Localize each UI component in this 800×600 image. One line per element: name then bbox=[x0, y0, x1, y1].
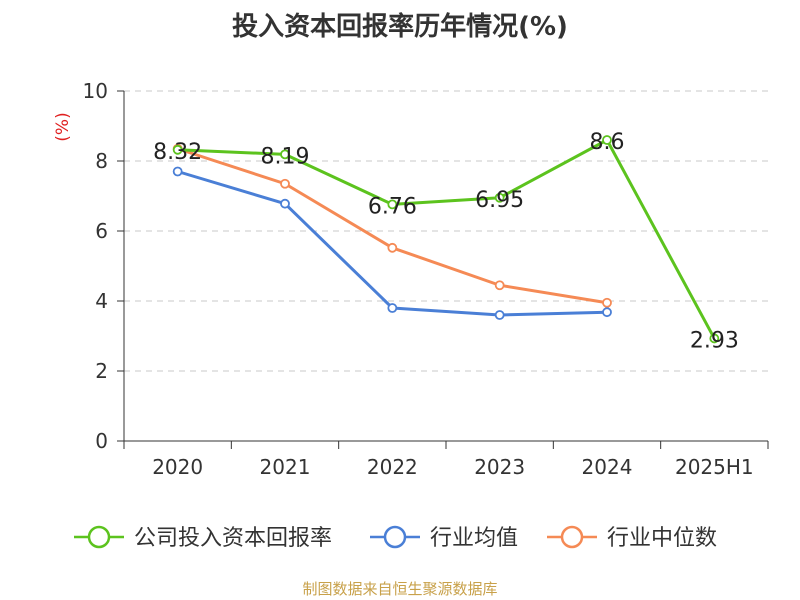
x-tick-label: 2024 bbox=[582, 455, 633, 479]
x-tick-label: 2023 bbox=[474, 455, 525, 479]
y-tick-label: 4 bbox=[95, 289, 108, 313]
y-tick-label: 0 bbox=[95, 429, 108, 453]
source-note: 制图数据来自恒生聚源数据库 bbox=[302, 580, 498, 598]
data-point bbox=[387, 199, 398, 210]
chart-title: 投入资本回报率历年情况(%) bbox=[232, 12, 568, 42]
legend-swatch-marker bbox=[383, 525, 407, 549]
data-point bbox=[172, 166, 183, 177]
data-point bbox=[280, 149, 290, 160]
y-axis-unit: (%) bbox=[53, 112, 73, 141]
data-point bbox=[602, 135, 612, 145]
legend-label: 公司投入资本回报率 bbox=[134, 526, 332, 551]
x-tick-label: 2020 bbox=[152, 455, 203, 479]
legend-label: 行业均值 bbox=[430, 526, 518, 551]
legend: 公司投入资本回报率 行业均值 行业中位数 bbox=[74, 525, 717, 551]
data-label: 6.76 bbox=[368, 194, 417, 219]
x-tick-label: 2021 bbox=[260, 455, 311, 479]
data-label: 2.93 bbox=[690, 328, 739, 353]
data-point bbox=[387, 242, 398, 253]
series-line bbox=[176, 147, 609, 305]
series-line bbox=[176, 138, 716, 340]
data-label: 6.95 bbox=[475, 188, 524, 213]
legend-swatch-marker bbox=[87, 525, 111, 549]
y-tick-label: 6 bbox=[95, 219, 108, 243]
data-point bbox=[602, 297, 612, 308]
data-point bbox=[280, 198, 290, 209]
legend-label: 行业中位数 bbox=[607, 526, 717, 551]
data-point bbox=[172, 144, 183, 155]
data-point bbox=[494, 280, 505, 291]
y-tick-label: 2 bbox=[95, 359, 108, 383]
y-tick-label: 10 bbox=[83, 79, 108, 103]
data-point bbox=[494, 192, 505, 203]
data-point bbox=[494, 310, 505, 320]
data-point bbox=[602, 307, 612, 318]
legend-swatch-marker bbox=[560, 525, 584, 549]
data-point bbox=[387, 303, 398, 313]
y-tick-label: 8 bbox=[95, 149, 108, 173]
x-tick-label: 2022 bbox=[367, 455, 418, 479]
x-tick-label: 2025H1 bbox=[675, 455, 754, 479]
data-label: 8.19 bbox=[261, 144, 310, 169]
data-label: 8.6 bbox=[590, 130, 625, 155]
data-point bbox=[280, 178, 290, 189]
data-point bbox=[709, 333, 720, 344]
data-label: 8.32 bbox=[153, 140, 202, 165]
series-lines bbox=[172, 135, 720, 344]
axes: 0 2 4 6 8 10 2020 2021 2022 2023 2024 2025H1 bbox=[83, 79, 769, 479]
data-labels: 8.32 8.19 6.76 6.95 8.6 2.93 bbox=[153, 130, 739, 353]
grid-lines bbox=[124, 90, 768, 372]
